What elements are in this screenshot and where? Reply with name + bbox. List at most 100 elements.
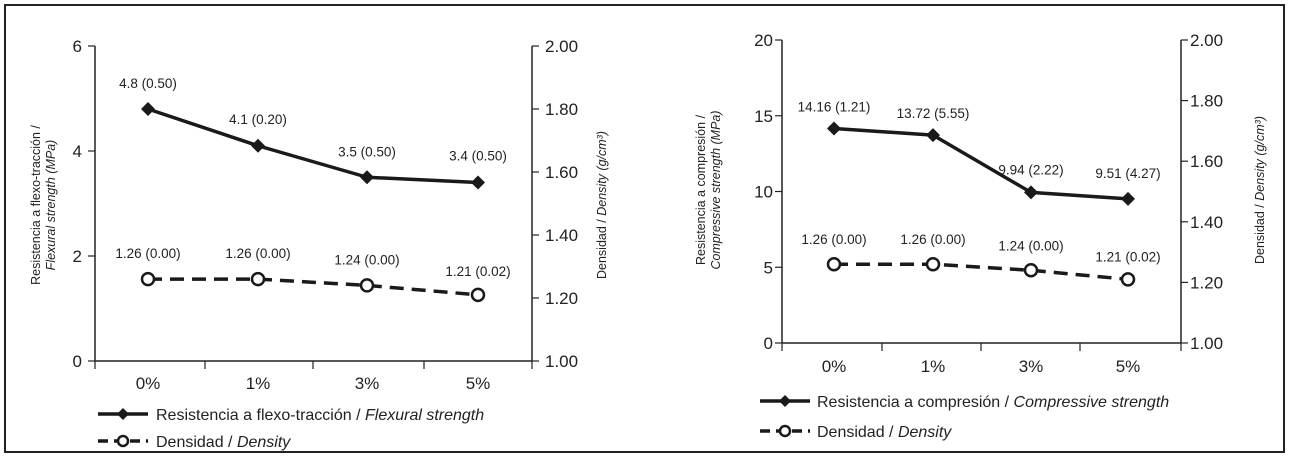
x-category-label: 3% — [355, 374, 380, 393]
y-tick-label-right: 1.00 — [1190, 334, 1223, 353]
y-axis-label-italic: Compressive strength — [709, 148, 723, 270]
x-category-label: 1% — [246, 374, 271, 393]
y-tick-label-right: 1.40 — [1190, 213, 1223, 232]
data-point-diamond — [827, 121, 841, 136]
y-axis-label-plain: Resistencia a compresión / — [694, 114, 708, 265]
series-density: 1.26 (0.00) 1.26 (0.00) 1.24 (0.00) 1.21 (0… — [801, 232, 1161, 287]
data-point-circle — [826, 256, 842, 272]
legend-label: Densidad / Density — [817, 424, 952, 441]
data-label: 1.26 (0.00) — [115, 246, 180, 261]
data-point-diamond — [1024, 185, 1038, 200]
chart-2: 0 5 10 15 20 1.00 1.20 1.40 1.60 1.80 2.00 0% 1% 3% 5%… — [694, 31, 1267, 441]
series-line — [147, 107, 479, 185]
legend-label: Resistencia a flexo-tracción / Flexural … — [156, 407, 484, 424]
series-strength: 14.16 (1.21) 13.72 (5.55) 9.94 (2.22) 9.51 … — [798, 99, 1161, 206]
data-point-diamond — [471, 175, 485, 190]
y-tick-label-left: 5 — [764, 258, 773, 277]
legend-entry-2: Densidad / Density — [98, 434, 291, 451]
y-axis-label-right: Densidad / Density (g/cm³) — [595, 131, 609, 279]
x-category-label: 5% — [1116, 357, 1141, 376]
y-tick-label-right: 1.80 — [1190, 92, 1223, 111]
data-label: 13.72 (5.55) — [897, 106, 970, 121]
figure-frame — [4, 4, 1285, 453]
y-tick-label-left: 6 — [73, 37, 82, 56]
y-tick-label-left: 20 — [754, 31, 773, 50]
data-point-diamond — [926, 128, 940, 143]
y-tick-label-left: 10 — [754, 183, 773, 202]
data-label: 1.24 (0.00) — [998, 238, 1063, 253]
data-label: 14.16 (1.21) — [798, 99, 871, 114]
data-point-diamond — [1121, 191, 1135, 206]
y-axis-label-left: Resistencia a compresión /Compressive st… — [694, 110, 723, 269]
legend-marker-diamond — [779, 395, 791, 407]
data-label: 3.5 (0.50) — [338, 144, 396, 159]
y-tick-label-left: 2 — [73, 247, 82, 266]
legend-label-plain: Densidad / — [156, 434, 233, 451]
y2-axis-label-italic: Density — [1253, 158, 1267, 200]
data-label: 1.24 (0.00) — [334, 252, 399, 267]
y2-axis-label-unit: (g/cm³) — [1253, 116, 1267, 156]
legend-label-italic: Density — [237, 434, 291, 451]
legend-entry-1: Resistencia a compresión / Compressive s… — [760, 394, 1169, 411]
data-label: 1.26 (0.00) — [225, 246, 290, 261]
x-category-label: 1% — [921, 357, 946, 376]
data-label: 1.21 (0.02) — [1095, 249, 1160, 264]
y-tick-label-right: 1.60 — [1190, 152, 1223, 171]
y-tick-label-right: 2.00 — [1190, 31, 1223, 50]
y-tick-label-right: 1.80 — [545, 100, 578, 119]
y-axis-label-left: Resistencia a flexo-tracción /Flexural s… — [29, 125, 58, 285]
data-point-circle — [140, 271, 156, 287]
data-point-circle — [470, 287, 486, 303]
legend-label-italic: Density — [898, 424, 952, 441]
data-label: 9.94 (2.22) — [998, 162, 1063, 177]
y2-axis-label-plain: Densidad / — [1253, 204, 1267, 264]
data-label: 1.21 (0.02) — [445, 264, 510, 279]
data-point-circle — [250, 271, 266, 287]
y2-axis-label-unit: (g/cm³) — [595, 131, 609, 171]
chart-1: 0 2 4 6 1.00 1.20 1.40 1.60 1.80 2.00 0% 1% 3% 5% Resi… — [29, 37, 609, 451]
data-label: 4.8 (0.50) — [119, 76, 177, 91]
y-tick-label-right: 1.60 — [545, 163, 578, 182]
series-line — [834, 262, 1129, 282]
y2-axis-label-plain: Densidad / — [595, 219, 609, 279]
series-line — [148, 277, 479, 297]
series-density: 1.26 (0.00) 1.26 (0.00) 1.24 (0.00) 1.21 (0… — [115, 246, 511, 303]
legend-entry-1: Resistencia a flexo-tracción / Flexural … — [98, 407, 484, 424]
y-tick-label-left: 15 — [754, 107, 773, 126]
legend-label-italic: Flexural strength — [365, 407, 484, 424]
legend-label-plain: Resistencia a flexo-tracción / — [156, 407, 361, 424]
data-point-circle — [1120, 272, 1136, 287]
x-category-label: 0% — [822, 357, 847, 376]
y-tick-label-left: 0 — [764, 334, 773, 353]
legend-label: Densidad / Density — [156, 434, 291, 451]
legend-label: Resistencia a compresión / Compressive s… — [817, 394, 1169, 411]
legend-marker-diamond — [117, 408, 129, 420]
y-axis-label-unit: (MPa) — [709, 110, 723, 144]
data-point-diamond — [251, 138, 265, 153]
legend-entry-2: Densidad / Density — [760, 424, 952, 441]
data-point-circle — [359, 278, 375, 293]
y-tick-label-right: 1.20 — [1190, 273, 1223, 292]
y-axis-label-plain: Resistencia a flexo-tracción / — [29, 125, 43, 285]
legend-marker-circle — [116, 434, 130, 448]
data-label: 3.4 (0.50) — [449, 149, 507, 164]
y-tick-label-right: 1.40 — [545, 226, 578, 245]
x-category-label: 5% — [466, 374, 491, 393]
data-label: 1.26 (0.00) — [801, 232, 866, 247]
y-tick-label-right: 2.00 — [545, 37, 578, 56]
data-label: 4.1 (0.20) — [229, 112, 287, 127]
data-point-diamond — [360, 170, 374, 185]
legend-label-plain: Densidad / — [817, 424, 894, 441]
data-label: 1.26 (0.00) — [900, 232, 965, 247]
data-point-diamond — [141, 102, 155, 116]
data-label: 9.51 (4.27) — [1095, 166, 1160, 181]
y2-axis-label-italic: Density — [595, 173, 609, 215]
x-category-label: 3% — [1019, 357, 1044, 376]
y-tick-label-right: 1.00 — [545, 352, 578, 371]
legend-label-plain: Resistencia a compresión / — [817, 394, 1010, 411]
data-point-circle — [1023, 263, 1039, 278]
legend-label-italic: Compressive strength — [1014, 394, 1170, 411]
y-axis-label-right: Densidad / Density (g/cm³) — [1253, 116, 1267, 264]
y-tick-label-right: 1.20 — [545, 289, 578, 308]
